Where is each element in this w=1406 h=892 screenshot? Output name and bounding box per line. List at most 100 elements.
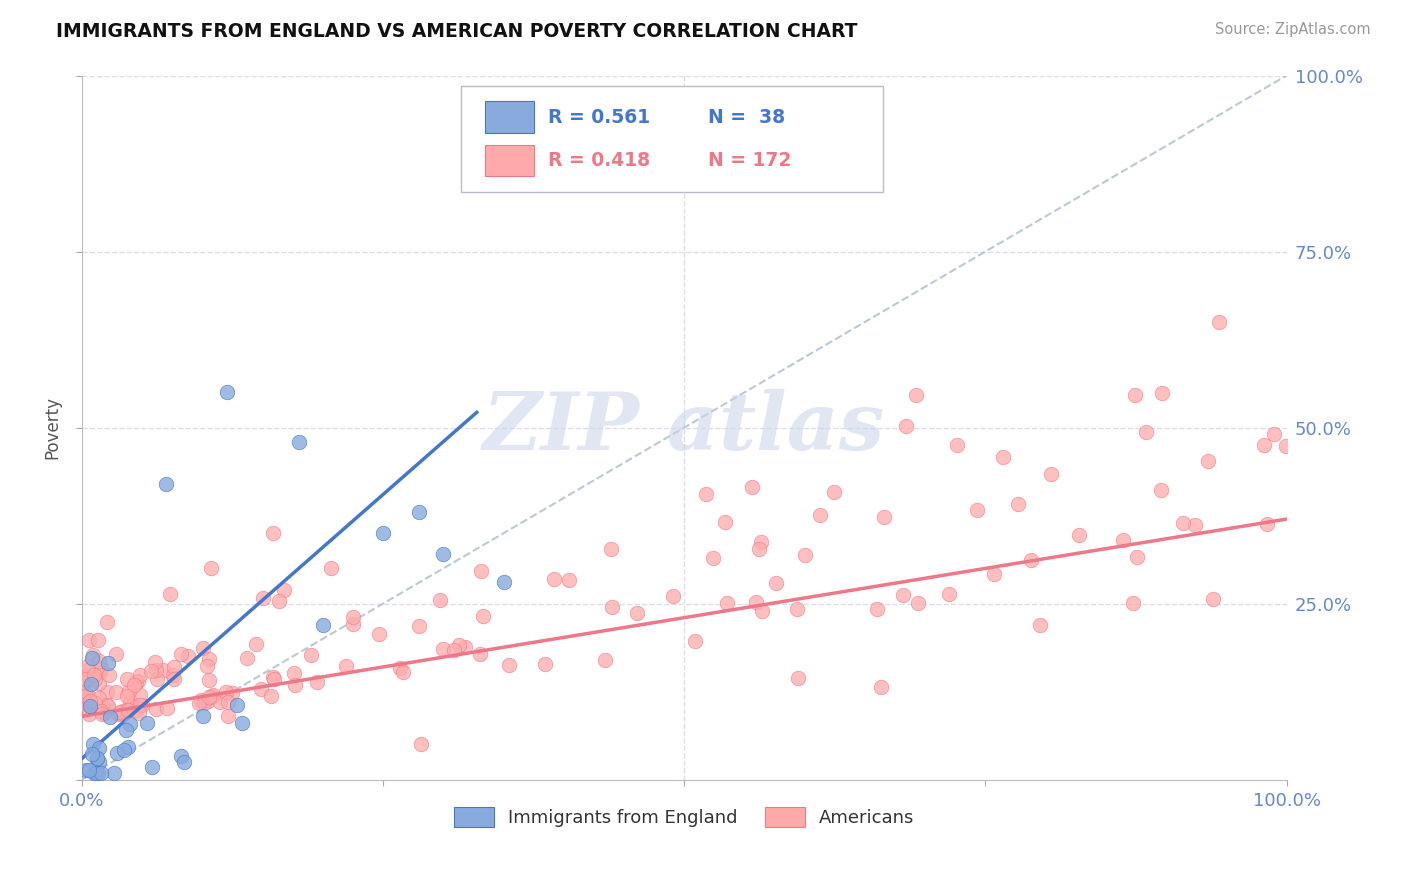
Point <box>200 560 222 574</box>
Point <box>159 587 181 601</box>
Point <box>662 589 685 603</box>
Point <box>1256 517 1278 532</box>
Point <box>105 746 128 760</box>
Point <box>79 707 101 722</box>
Point <box>273 582 295 597</box>
Point <box>907 596 929 610</box>
Point <box>129 688 152 702</box>
Point <box>91 707 114 722</box>
Point <box>195 658 218 673</box>
Point <box>93 706 115 721</box>
Point <box>823 484 845 499</box>
Point <box>432 547 454 561</box>
Point <box>1184 517 1206 532</box>
Point <box>82 737 104 751</box>
Point <box>193 640 215 655</box>
Point <box>498 658 520 673</box>
Point <box>124 702 146 716</box>
Point <box>716 596 738 610</box>
Point <box>1040 467 1063 481</box>
Point <box>77 690 100 705</box>
Point <box>600 599 623 614</box>
Point <box>1122 596 1144 610</box>
Point <box>454 640 477 654</box>
Point <box>208 695 231 709</box>
Point <box>91 700 114 714</box>
Point <box>368 626 391 640</box>
Point <box>214 684 236 698</box>
Point <box>127 674 149 689</box>
Point <box>409 738 432 752</box>
Point <box>260 689 283 703</box>
Point <box>73 703 96 717</box>
Text: Source: ZipAtlas.com: Source: ZipAtlas.com <box>1215 22 1371 37</box>
Point <box>870 681 893 695</box>
Point <box>145 663 167 677</box>
Point <box>335 659 357 673</box>
Point <box>683 634 706 648</box>
Text: ZIP atlas: ZIP atlas <box>484 389 886 467</box>
Point <box>118 684 141 698</box>
Point <box>221 685 243 699</box>
Point <box>471 608 494 623</box>
Text: N =  38: N = 38 <box>709 108 786 127</box>
Point <box>702 551 724 566</box>
Point <box>77 633 100 648</box>
Point <box>169 748 191 763</box>
FancyBboxPatch shape <box>461 87 883 192</box>
Point <box>558 573 581 587</box>
Point <box>87 632 110 647</box>
Point <box>429 593 451 607</box>
Point <box>808 508 831 523</box>
Point <box>593 653 616 667</box>
Point <box>162 659 184 673</box>
Point <box>191 709 214 723</box>
Point <box>1197 454 1219 468</box>
Point <box>162 668 184 682</box>
Point <box>201 689 224 703</box>
Point <box>1019 553 1042 567</box>
Point <box>751 604 773 618</box>
Point <box>177 648 200 663</box>
Point <box>143 655 166 669</box>
Point <box>98 668 121 682</box>
Point <box>1202 592 1225 607</box>
Point <box>252 591 274 605</box>
Point <box>600 541 623 556</box>
Point <box>1123 388 1146 402</box>
Point <box>305 674 328 689</box>
Point <box>155 476 177 491</box>
Point <box>173 755 195 769</box>
Point <box>111 705 134 719</box>
Point <box>966 502 988 516</box>
Point <box>80 651 103 665</box>
Point <box>193 696 215 710</box>
Point <box>236 651 259 665</box>
Point <box>86 752 108 766</box>
Point <box>1253 438 1275 452</box>
Point <box>187 697 209 711</box>
Point <box>873 510 896 524</box>
Point <box>89 691 111 706</box>
Point <box>745 595 768 609</box>
Point <box>107 706 129 721</box>
Point <box>117 672 139 686</box>
Point <box>217 695 239 709</box>
Point <box>128 706 150 720</box>
Point <box>1069 528 1091 542</box>
Point <box>120 694 142 708</box>
Point <box>748 541 770 556</box>
Point <box>96 685 118 699</box>
Point <box>371 526 394 541</box>
Point <box>449 638 471 652</box>
Point <box>156 700 179 714</box>
Point <box>83 696 105 710</box>
Point <box>105 685 128 699</box>
Point <box>198 652 221 666</box>
Y-axis label: Poverty: Poverty <box>44 396 60 459</box>
Point <box>76 663 98 677</box>
Point <box>312 617 335 632</box>
Point <box>80 747 103 762</box>
Point <box>75 764 97 778</box>
Point <box>443 643 465 657</box>
